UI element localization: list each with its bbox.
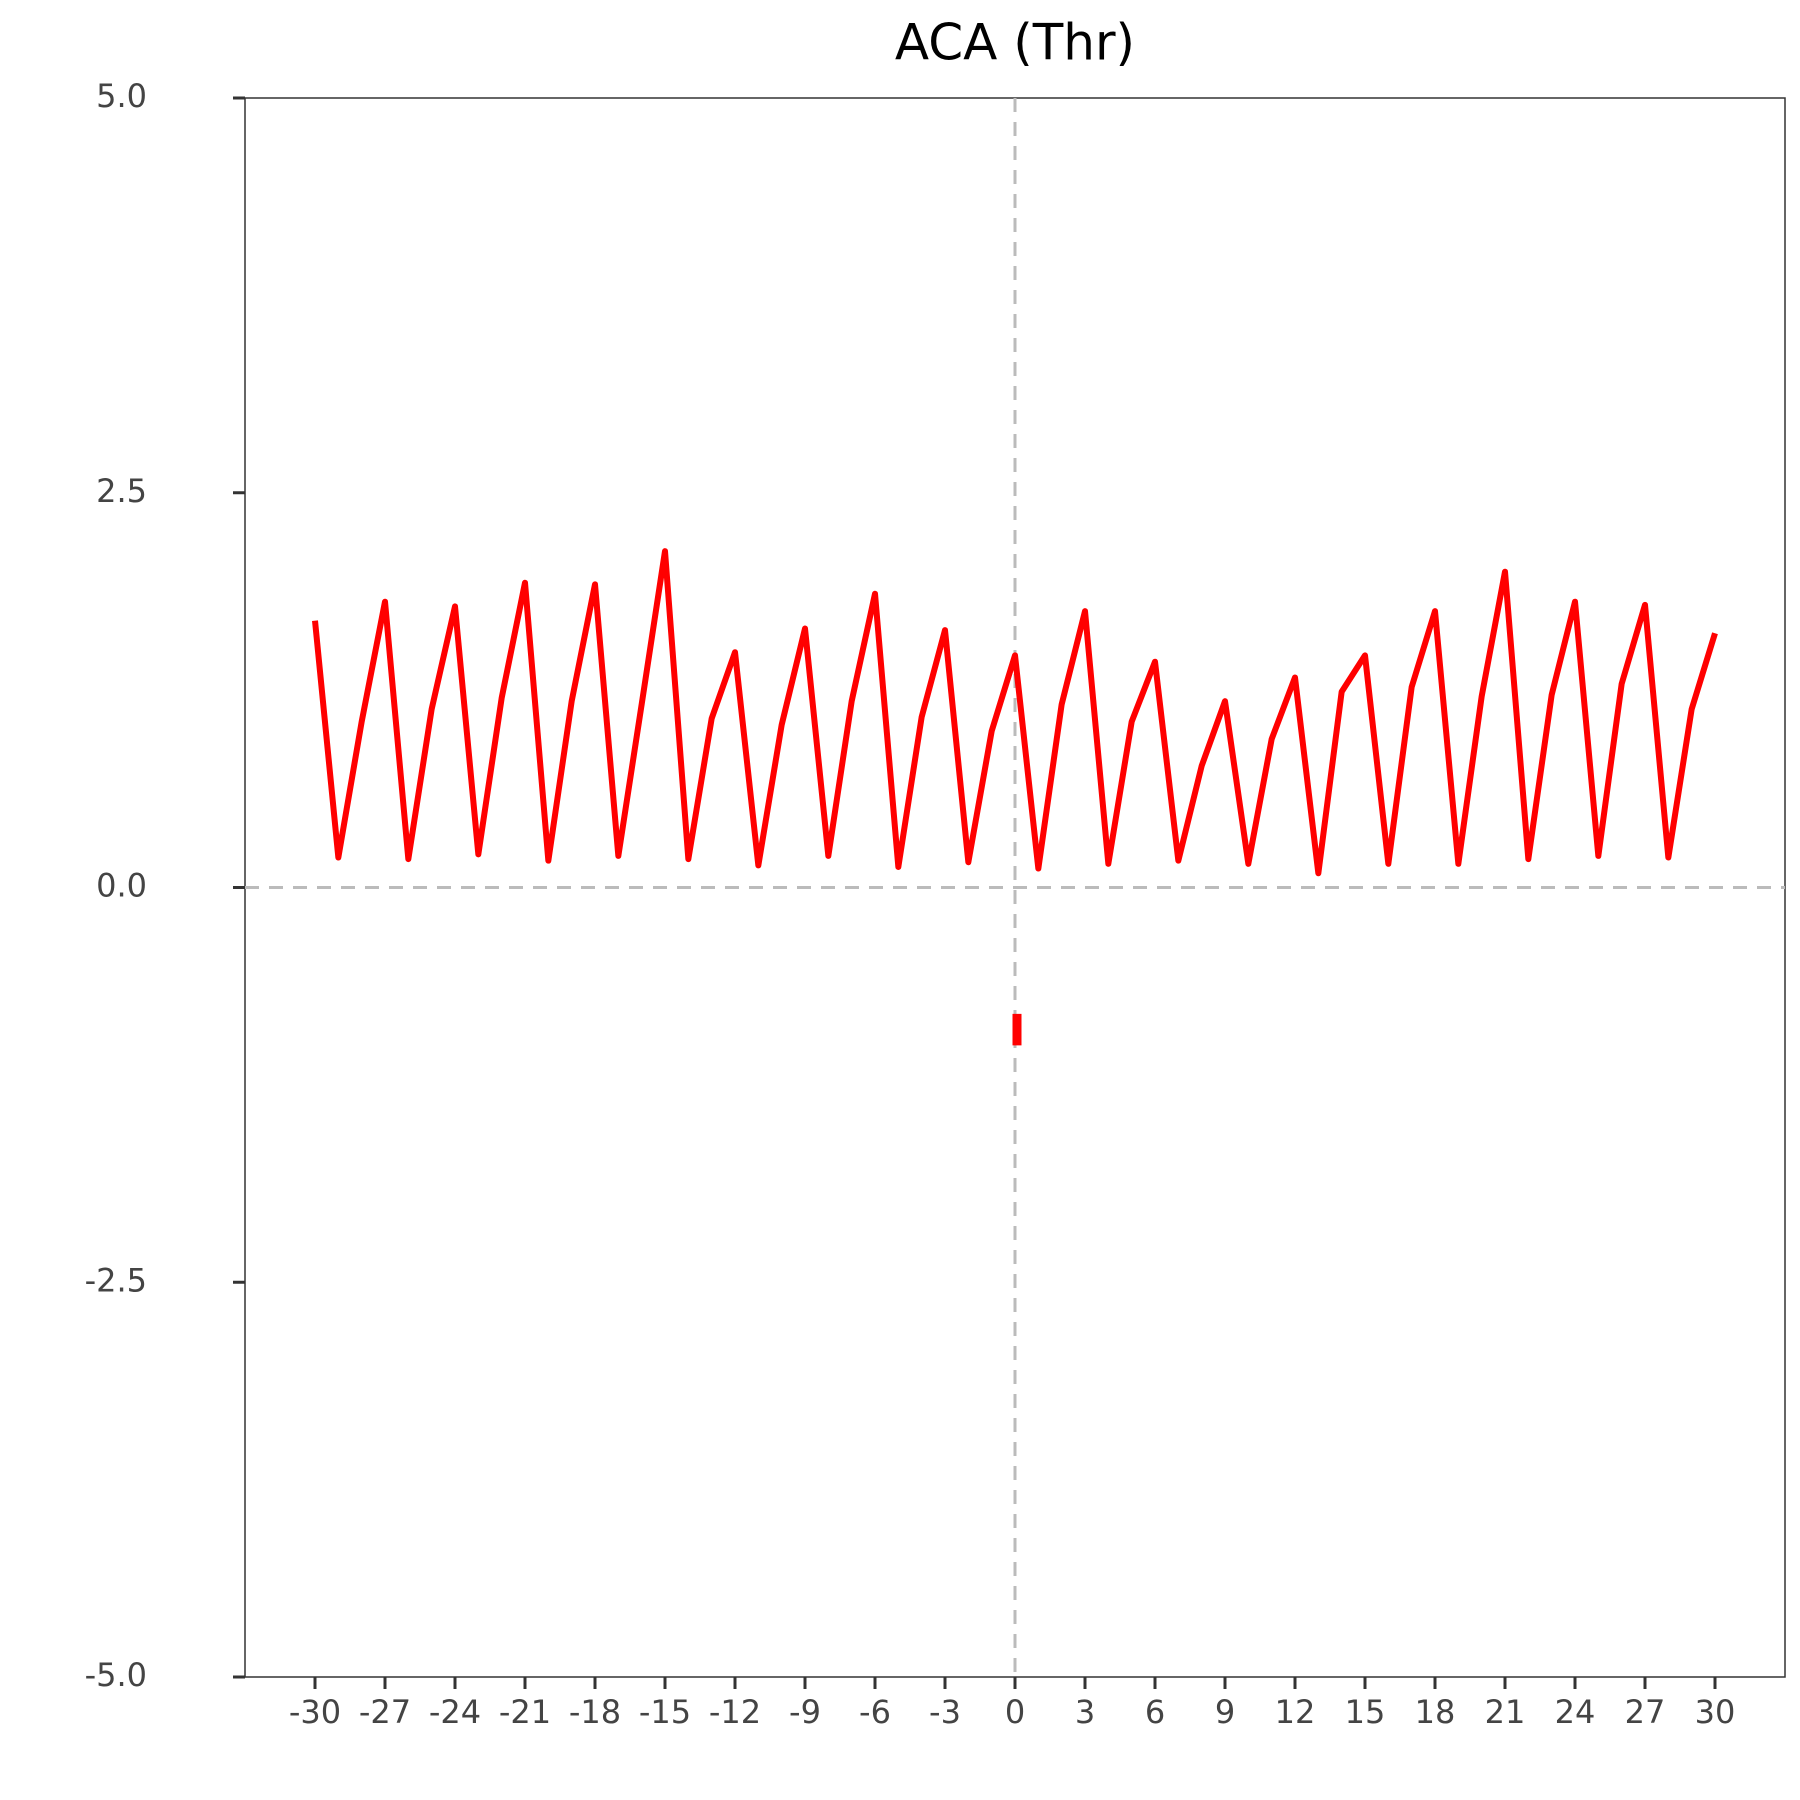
y-tick-label: 2.5: [96, 472, 147, 510]
x-tick-label: 12: [1275, 1693, 1316, 1731]
x-tick-label: -24: [429, 1693, 481, 1731]
x-tick-label: 27: [1625, 1693, 1666, 1731]
data-line: [312, 548, 1718, 877]
x-tick-label: -27: [359, 1693, 411, 1731]
x-tick-label: -21: [499, 1693, 551, 1731]
x-tick-label: 0: [1005, 1693, 1025, 1731]
chart-title: ACA (Thr): [895, 14, 1135, 72]
x-tick-label: 18: [1415, 1693, 1456, 1731]
x-tick-label: -9: [789, 1693, 821, 1731]
x-tick-label: -18: [569, 1693, 621, 1731]
x-tick-label: 3: [1075, 1693, 1095, 1731]
x-tick-label: 15: [1345, 1693, 1386, 1731]
x-tick-label: -3: [929, 1693, 961, 1731]
x-tick-label: 6: [1145, 1693, 1165, 1731]
y-tick-label: 0.0: [96, 867, 147, 905]
x-tick-label: 24: [1555, 1693, 1596, 1731]
x-tick-label: 21: [1485, 1693, 1526, 1731]
x-tick-label: 30: [1695, 1693, 1736, 1731]
y-tick-label: -2.5: [85, 1261, 147, 1299]
x-tick-label: 9: [1215, 1693, 1235, 1731]
x-tick-label: -6: [859, 1693, 891, 1731]
x-tick-label: -12: [709, 1693, 761, 1731]
y-tick-label: -5.0: [85, 1656, 147, 1694]
y-tick-label: 5.0: [96, 77, 147, 115]
x-tick-label: -15: [639, 1693, 691, 1731]
x-tick-label: -30: [289, 1693, 341, 1731]
